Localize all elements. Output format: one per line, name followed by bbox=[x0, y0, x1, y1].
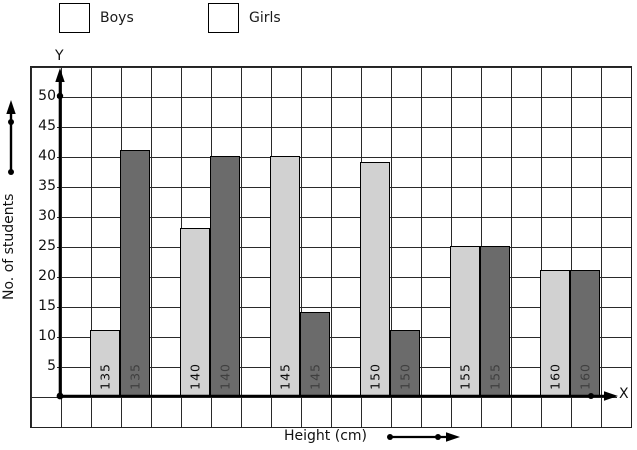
x-axis-letter: X bbox=[617, 386, 631, 402]
bar-category-label: 145 bbox=[307, 363, 323, 390]
bar-category-label: 140 bbox=[187, 363, 203, 390]
bar-boys-155: 155 bbox=[450, 246, 480, 396]
bar-boys-140: 140 bbox=[180, 228, 210, 396]
bar-category-label: 135 bbox=[97, 363, 113, 390]
y-tick-label-30: 30 bbox=[32, 208, 57, 224]
bottom-arrow-dot-left bbox=[387, 434, 393, 440]
legend-swatch-girls bbox=[208, 3, 239, 33]
bar-boys-135: 135 bbox=[90, 330, 120, 396]
bar-category-label: 140 bbox=[217, 363, 233, 390]
y-tick-label-10: 10 bbox=[32, 328, 57, 344]
y-tick-label-40: 40 bbox=[32, 148, 57, 164]
bar-category-label: 160 bbox=[577, 363, 593, 390]
left-arrow-dot-bottom bbox=[8, 169, 14, 175]
y-tick-label-50: 50 bbox=[32, 88, 57, 104]
bar-girls-150: 150 bbox=[390, 330, 420, 396]
bottom-arrow-dot-right bbox=[435, 434, 441, 440]
bar-girls-140: 140 bbox=[210, 156, 240, 396]
bar-category-label: 145 bbox=[277, 363, 293, 390]
y-tick-label-20: 20 bbox=[32, 268, 57, 284]
bar-boys-160: 160 bbox=[540, 270, 570, 396]
legend-label-boys: Boys bbox=[100, 10, 134, 26]
bar-category-label: 135 bbox=[127, 363, 143, 390]
bar-category-label: 155 bbox=[487, 363, 503, 390]
bar-category-label: 150 bbox=[397, 363, 413, 390]
bar-girls-160: 160 bbox=[570, 270, 600, 396]
x-axis-title: Height (cm) bbox=[284, 428, 367, 444]
bar-girls-155: 155 bbox=[480, 246, 510, 396]
legend-label-girls: Girls bbox=[249, 10, 281, 26]
left-arrow-head-icon bbox=[6, 100, 16, 114]
y-tick-label-45: 45 bbox=[32, 118, 57, 134]
y-axis-title: No. of students bbox=[1, 193, 17, 301]
y-tick-label-25: 25 bbox=[32, 238, 57, 254]
bar-girls-145: 145 bbox=[300, 312, 330, 396]
bottom-arrow-head-icon bbox=[446, 432, 460, 442]
bar-girls-135: 135 bbox=[120, 150, 150, 396]
bar-category-label: 155 bbox=[457, 363, 473, 390]
y-tick-label-5: 5 bbox=[32, 358, 57, 374]
bar-boys-145: 145 bbox=[270, 156, 300, 396]
y-tick-label-15: 15 bbox=[32, 298, 57, 314]
y-axis-letter: Y bbox=[52, 48, 67, 64]
left-arrow-dot-top bbox=[8, 119, 14, 125]
legend-swatch-boys bbox=[59, 3, 90, 33]
bar-boys-150: 150 bbox=[360, 162, 390, 396]
y-tick-label-35: 35 bbox=[32, 178, 57, 194]
bar-category-label: 160 bbox=[547, 363, 563, 390]
bar-category-label: 150 bbox=[367, 363, 383, 390]
